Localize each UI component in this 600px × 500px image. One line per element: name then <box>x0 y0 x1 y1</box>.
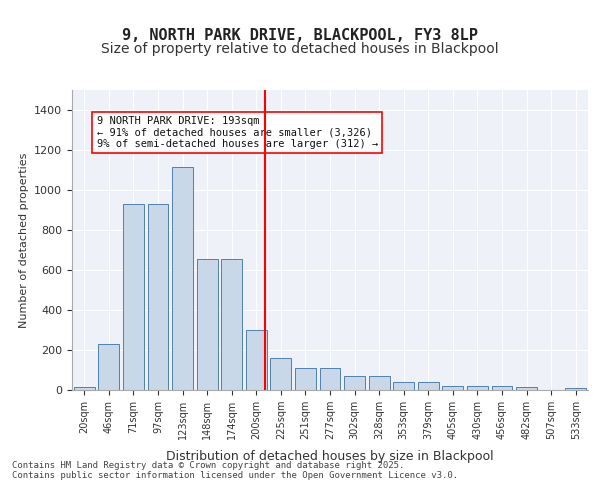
Bar <box>172 167 193 390</box>
Bar <box>516 387 537 390</box>
Bar <box>98 344 119 390</box>
Bar <box>368 376 389 390</box>
X-axis label: Distribution of detached houses by size in Blackpool: Distribution of detached houses by size … <box>166 450 494 464</box>
Bar <box>418 382 439 390</box>
Bar <box>467 386 488 390</box>
Text: 9, NORTH PARK DRIVE, BLACKPOOL, FY3 8LP: 9, NORTH PARK DRIVE, BLACKPOOL, FY3 8LP <box>122 28 478 42</box>
Bar <box>74 387 95 390</box>
Bar <box>491 386 512 390</box>
Bar <box>123 204 144 390</box>
Y-axis label: Number of detached properties: Number of detached properties <box>19 152 29 328</box>
Bar <box>271 358 292 390</box>
Text: Contains HM Land Registry data © Crown copyright and database right 2025.
Contai: Contains HM Land Registry data © Crown c… <box>12 460 458 480</box>
Text: Size of property relative to detached houses in Blackpool: Size of property relative to detached ho… <box>101 42 499 56</box>
Bar <box>565 388 586 390</box>
Bar <box>221 259 242 390</box>
Bar <box>197 259 218 390</box>
Bar <box>344 376 365 390</box>
Bar <box>442 386 463 390</box>
Text: 9 NORTH PARK DRIVE: 193sqm
← 91% of detached houses are smaller (3,326)
9% of se: 9 NORTH PARK DRIVE: 193sqm ← 91% of deta… <box>97 116 378 149</box>
Bar <box>295 368 316 390</box>
Bar <box>393 382 414 390</box>
Bar <box>320 368 340 390</box>
Bar <box>148 204 169 390</box>
Bar <box>246 330 267 390</box>
